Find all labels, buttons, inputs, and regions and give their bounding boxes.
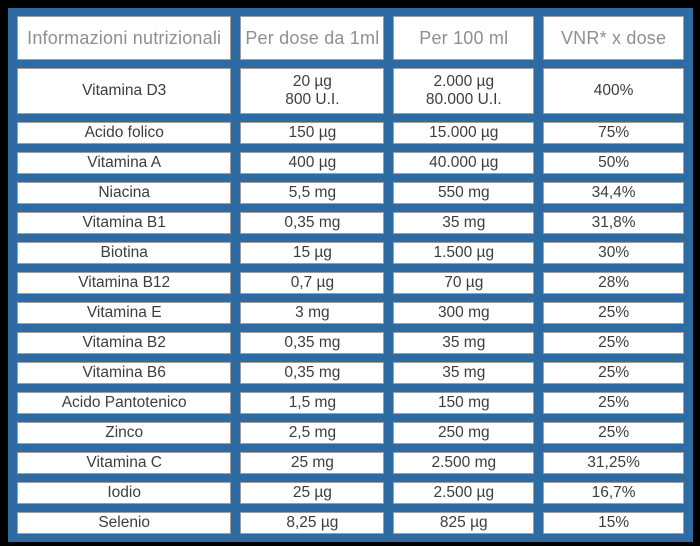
nutrient-name: Vitamina A (17, 152, 232, 174)
vnr-value: 15% (543, 512, 684, 534)
table-row: Zinco 2,5 mg 250 mg 25% (17, 422, 684, 444)
vnr-value: 31,8% (543, 212, 684, 234)
per-dose-value: 2,5 mg (240, 422, 385, 444)
per-dose-value: 1,5 mg (240, 392, 385, 414)
per-dose-value: 25 µg (240, 482, 385, 504)
nutrient-name: Selenio (17, 512, 232, 534)
vnr-value: 75% (543, 122, 684, 144)
table-row: Acido Pantotenico 1,5 mg 150 mg 25% (17, 392, 684, 414)
per-100ml-value: 15.000 µg (393, 122, 535, 144)
nutrient-name: Acido folico (17, 122, 232, 144)
vnr-value: 34,4% (543, 182, 684, 204)
table-row: Selenio 8,25 µg 825 µg 15% (17, 512, 684, 534)
vnr-value: 25% (543, 302, 684, 324)
table-row: Vitamina B2 0,35 mg 35 mg 25% (17, 332, 684, 354)
table-row: Niacina 5,5 mg 550 mg 34,4% (17, 182, 684, 204)
vnr-value: 25% (543, 362, 684, 384)
header-row: Informazioni nutrizionali Per dose da 1m… (17, 16, 684, 60)
table-row: Iodio 25 µg 2.500 µg 16,7% (17, 482, 684, 504)
nutrient-name: Acido Pantotenico (17, 392, 232, 414)
per-100ml-value: 2.500 µg (393, 482, 535, 504)
per-dose-value: 0,35 mg (240, 212, 385, 234)
nutrition-table: Informazioni nutrizionali Per dose da 1m… (8, 8, 693, 542)
vnr-value: 25% (543, 392, 684, 414)
table-row: Vitamina B12 0,7 µg 70 µg 28% (17, 272, 684, 294)
nutrient-name: Vitamina B1 (17, 212, 232, 234)
per-100ml-value: 250 mg (393, 422, 535, 444)
per-dose-value: 25 mg (240, 452, 385, 474)
table-row: Vitamina E 3 mg 300 mg 25% (17, 302, 684, 324)
per-100ml-value: 300 mg (393, 302, 535, 324)
per-100ml-value: 35 mg (393, 212, 535, 234)
vnr-value: 50% (543, 152, 684, 174)
per-100ml-value: 1.500 µg (393, 242, 535, 264)
per-100ml-value: 35 mg (393, 362, 535, 384)
vnr-value: 31,25% (543, 452, 684, 474)
nutrient-name: Vitamina C (17, 452, 232, 474)
per-dose-value: 400 µg (240, 152, 385, 174)
table-row: Vitamina C 25 mg 2.500 mg 31,25% (17, 452, 684, 474)
col-header-vnr: VNR* x dose (543, 16, 684, 60)
per-100ml-value: 550 mg (393, 182, 535, 204)
nutrient-name: Vitamina B12 (17, 272, 232, 294)
table-row: Vitamina B6 0,35 mg 35 mg 25% (17, 362, 684, 384)
nutrient-name: Iodio (17, 482, 232, 504)
vnr-value: 400% (543, 68, 684, 114)
per-100ml-value: 2.000 µg 80.000 U.I. (393, 68, 535, 114)
col-header-per-100ml: Per 100 ml (393, 16, 535, 60)
per-100ml-value: 35 mg (393, 332, 535, 354)
vnr-value: 28% (543, 272, 684, 294)
vnr-value: 30% (543, 242, 684, 264)
per-100ml-value: 150 mg (393, 392, 535, 414)
per-dose-value: 15 µg (240, 242, 385, 264)
per-dose-value: 0,35 mg (240, 332, 385, 354)
nutrient-name: Vitamina D3 (17, 68, 232, 114)
table-row: Vitamina B1 0,35 mg 35 mg 31,8% (17, 212, 684, 234)
table-row: Biotina 15 µg 1.500 µg 30% (17, 242, 684, 264)
per-100ml-value: 825 µg (393, 512, 535, 534)
vnr-value: 25% (543, 422, 684, 444)
per-dose-value: 20 µg 800 U.I. (240, 68, 385, 114)
per-dose-value: 8,25 µg (240, 512, 385, 534)
table-body: Vitamina D3 20 µg 800 U.I. 2.000 µg 80.000 U… (17, 68, 684, 534)
nutrient-name: Niacina (17, 182, 232, 204)
per-100ml-value: 40.000 µg (393, 152, 535, 174)
per-dose-value: 0,35 mg (240, 362, 385, 384)
table-row: Vitamina D3 20 µg 800 U.I. 2.000 µg 80.000 U… (17, 68, 684, 114)
nutrient-name: Vitamina B6 (17, 362, 232, 384)
table-row: Acido folico 150 µg 15.000 µg 75% (17, 122, 684, 144)
vnr-value: 16,7% (543, 482, 684, 504)
nutrient-name: Vitamina B2 (17, 332, 232, 354)
table-row: Vitamina A 400 µg 40.000 µg 50% (17, 152, 684, 174)
per-dose-value: 5,5 mg (240, 182, 385, 204)
per-100ml-value: 70 µg (393, 272, 535, 294)
col-header-per-dose: Per dose da 1ml (240, 16, 385, 60)
table-header: Informazioni nutrizionali Per dose da 1m… (17, 16, 684, 60)
per-dose-value: 3 mg (240, 302, 385, 324)
col-header-informazioni: Informazioni nutrizionali (17, 16, 232, 60)
vnr-value: 25% (543, 332, 684, 354)
per-100ml-value: 2.500 mg (393, 452, 535, 474)
nutrient-name: Biotina (17, 242, 232, 264)
nutrient-name: Vitamina E (17, 302, 232, 324)
per-dose-value: 150 µg (240, 122, 385, 144)
per-dose-value: 0,7 µg (240, 272, 385, 294)
nutrient-name: Zinco (17, 422, 232, 444)
